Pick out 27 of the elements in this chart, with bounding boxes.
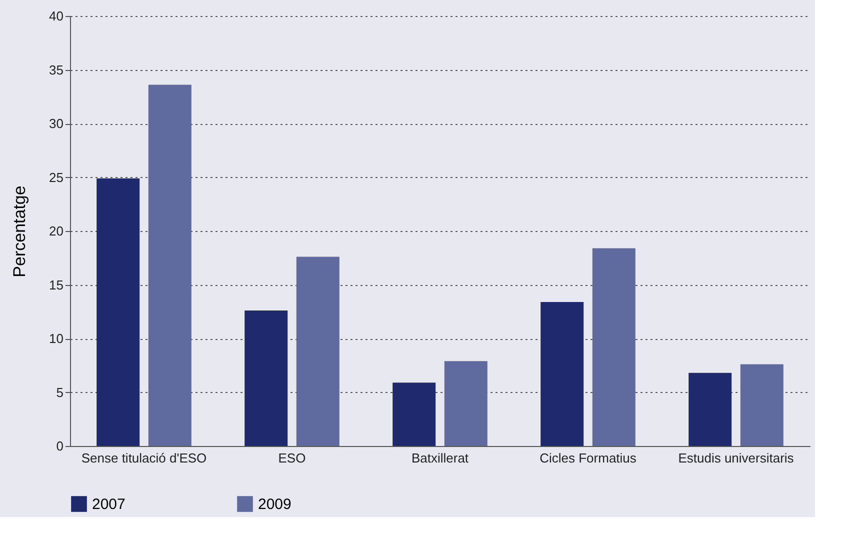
y-tick-label: 5: [56, 384, 64, 400]
bar: [392, 382, 436, 446]
bar: [540, 302, 584, 446]
bar: [148, 84, 192, 446]
bar: [592, 248, 636, 446]
bar: [96, 178, 140, 446]
y-tick-label: 15: [49, 277, 64, 292]
y-tick-label: 20: [49, 224, 64, 238]
x-tick-label: Cicles Formatius: [540, 450, 637, 466]
y-tick-label: 30: [49, 116, 64, 131]
x-tick-label: ESO: [278, 450, 306, 466]
x-tick-label: Estudis universitaris: [678, 450, 794, 466]
y-axis-title: Percentatge: [10, 186, 30, 278]
y-tick-label: 40: [49, 8, 64, 24]
legend-label: 2009: [258, 496, 292, 513]
y-tick-label: 25: [49, 170, 64, 185]
x-tick-label: Batxillerat: [411, 450, 469, 466]
x-tick-label: Sense titulació d'ESO: [81, 450, 207, 466]
legend-label: 2007: [92, 496, 126, 513]
bar: [244, 310, 288, 446]
bar: [740, 364, 784, 446]
y-tick-label: 10: [49, 331, 64, 346]
y-tick-label: 0: [56, 438, 64, 454]
y-tick-label: 35: [49, 62, 64, 78]
bar: [296, 256, 340, 446]
bar: [444, 361, 488, 446]
bar: [688, 372, 732, 446]
